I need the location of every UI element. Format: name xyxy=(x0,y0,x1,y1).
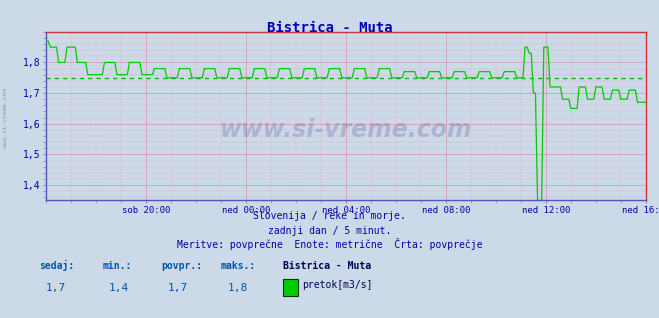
Text: sedaj:: sedaj: xyxy=(40,260,74,271)
Text: 1,4: 1,4 xyxy=(109,283,129,293)
Text: 1,8: 1,8 xyxy=(227,283,248,293)
Text: Meritve: povprečne  Enote: metrične  Črta: povprečje: Meritve: povprečne Enote: metrične Črta:… xyxy=(177,238,482,250)
Text: zadnji dan / 5 minut.: zadnji dan / 5 minut. xyxy=(268,226,391,236)
Text: 1,7: 1,7 xyxy=(46,283,67,293)
Text: Bistrica - Muta: Bistrica - Muta xyxy=(283,261,372,271)
Text: www.si-vreme.com: www.si-vreme.com xyxy=(219,118,473,142)
Text: povpr.:: povpr.: xyxy=(161,261,202,271)
Text: www.si-vreme.com: www.si-vreme.com xyxy=(3,88,8,148)
Text: maks.:: maks.: xyxy=(221,261,256,271)
Text: 1,7: 1,7 xyxy=(168,283,188,293)
Text: min.:: min.: xyxy=(102,261,132,271)
Text: Slovenija / reke in morje.: Slovenija / reke in morje. xyxy=(253,211,406,221)
Text: Bistrica - Muta: Bistrica - Muta xyxy=(267,21,392,35)
Text: pretok[m3/s]: pretok[m3/s] xyxy=(302,280,372,290)
